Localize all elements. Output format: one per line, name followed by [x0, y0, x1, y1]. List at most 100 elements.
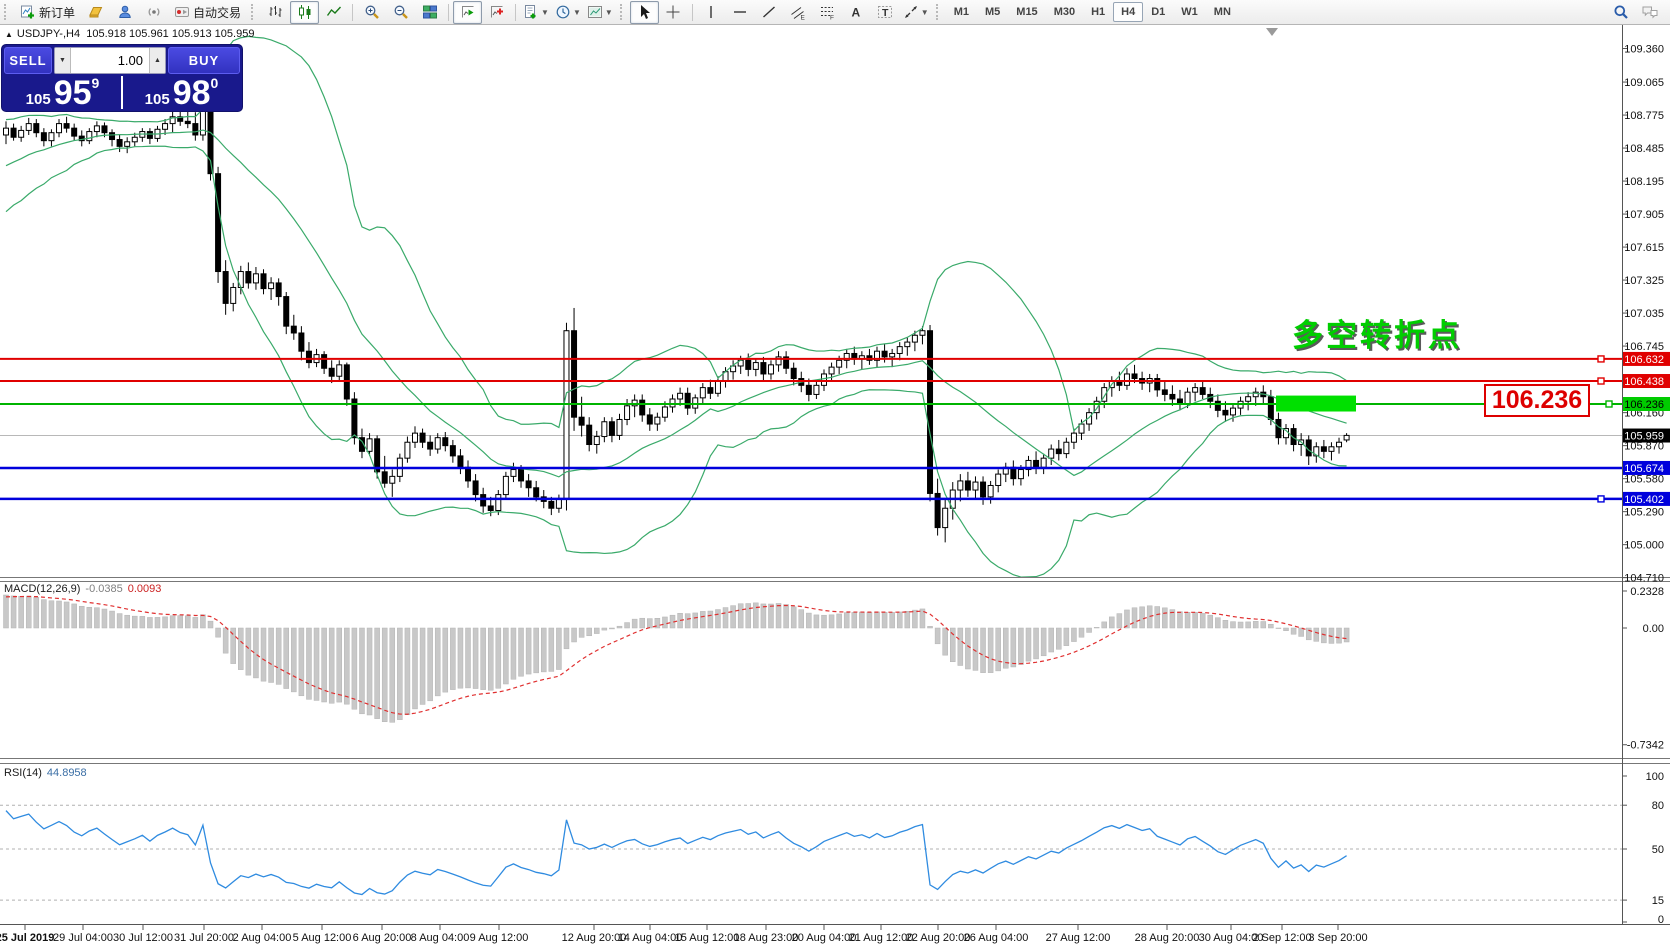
- sell-button[interactable]: SELL: [4, 47, 52, 74]
- search-button[interactable]: [1606, 1, 1635, 24]
- svg-text:108.775: 108.775: [1624, 110, 1664, 122]
- timeframe-h1-button[interactable]: H1: [1091, 6, 1106, 18]
- timeframe-m30-button[interactable]: M30: [1053, 6, 1076, 18]
- buy-button[interactable]: BUY: [168, 47, 240, 74]
- chart-shift-button[interactable]: [482, 1, 511, 24]
- broadcast-button[interactable]: [139, 1, 168, 24]
- svg-text:80: 80: [1652, 800, 1664, 812]
- svg-text:12 Aug 20:00: 12 Aug 20:00: [562, 932, 627, 944]
- svg-text:0: 0: [1658, 914, 1664, 926]
- macd-name: MACD(12,26,9): [4, 583, 81, 595]
- svg-text:0.00: 0.00: [1643, 623, 1664, 635]
- macd-label: MACD(12,26,9) -0.0385 0.0093: [4, 583, 161, 595]
- zoom-in-button[interactable]: [357, 1, 386, 24]
- fibonacci-button[interactable]: F: [813, 1, 842, 24]
- rsi-line: [5, 810, 1347, 896]
- svg-text:18 Aug 23:00: 18 Aug 23:00: [734, 932, 799, 944]
- buy-price-figure: 105: [144, 91, 170, 108]
- text-label-button[interactable]: T: [871, 1, 900, 24]
- broadcast-icon: [146, 4, 162, 20]
- volume-value[interactable]: 1.00: [117, 53, 143, 68]
- svg-text:108.485: 108.485: [1624, 143, 1664, 155]
- indicators-button[interactable]: ▼: [520, 1, 552, 24]
- macd-signal-line: [5, 595, 1347, 715]
- horizontal-line-icon: [732, 4, 748, 20]
- svg-text:109.360: 109.360: [1624, 43, 1664, 55]
- line-chart-button[interactable]: [319, 1, 348, 24]
- chat-button[interactable]: [1635, 1, 1664, 24]
- chart-shift-marker-icon[interactable]: [1266, 28, 1278, 36]
- candlestick-icon: [297, 4, 313, 20]
- volume-up-button[interactable]: ▲: [149, 48, 165, 73]
- market-watch-button[interactable]: [110, 1, 139, 24]
- dropdown-caret-icon: ▼: [572, 7, 581, 17]
- new-order-label: 新订单: [39, 5, 76, 20]
- timeframe-mn-button[interactable]: MN: [1213, 6, 1231, 18]
- timeframe-m5-button[interactable]: M5: [985, 6, 1001, 18]
- bar-chart-button[interactable]: [261, 1, 290, 24]
- toolbar-grip[interactable]: [4, 4, 11, 20]
- history-center-button[interactable]: [81, 1, 110, 24]
- svg-text:E: E: [801, 15, 806, 21]
- price-callout-box[interactable]: 106.236: [1484, 384, 1590, 417]
- svg-text:T: T: [882, 7, 889, 19]
- auto-trading-button[interactable]: 自动交易: [168, 1, 247, 24]
- svg-text:22 Aug 20:00: 22 Aug 20:00: [906, 932, 971, 944]
- rsi-pane[interactable]: [0, 804, 1622, 901]
- person-icon: [117, 4, 133, 20]
- symbol-ohlc: 105.918 105.961 105.913 105.959: [86, 28, 255, 40]
- vertical-line-button[interactable]: [697, 1, 726, 24]
- svg-text:105.290: 105.290: [1624, 507, 1664, 519]
- buy-price[interactable]: 105 98 0: [123, 76, 240, 110]
- svg-text:14 Aug 04:00: 14 Aug 04:00: [618, 932, 683, 944]
- templates-button[interactable]: ▼: [584, 1, 616, 24]
- svg-text:105.959: 105.959: [1624, 431, 1664, 443]
- periods-button[interactable]: ▼: [552, 1, 584, 24]
- tile-windows-button[interactable]: [415, 1, 444, 24]
- new-order-icon: [20, 4, 36, 20]
- cursor-button[interactable]: [629, 0, 659, 24]
- svg-text:F: F: [830, 15, 834, 21]
- main-pane[interactable]: [0, 35, 1622, 577]
- volume-down-button[interactable]: ▼: [55, 48, 71, 73]
- sell-price-point: 9: [91, 75, 100, 91]
- trendline-button[interactable]: [755, 1, 784, 24]
- equidistant-channel-button[interactable]: E: [784, 1, 813, 24]
- svg-text:21 Aug 12:00: 21 Aug 12:00: [849, 932, 914, 944]
- auto-scroll-button[interactable]: [453, 0, 483, 24]
- zoom-out-button[interactable]: [386, 1, 415, 24]
- svg-text:15: 15: [1652, 895, 1664, 907]
- text-button[interactable]: A: [842, 1, 871, 24]
- arrows-button[interactable]: ▼: [900, 1, 932, 24]
- timeframe-m1-button[interactable]: M1: [953, 6, 969, 18]
- toolbar-separator: [352, 3, 354, 21]
- timeframe-m15-button[interactable]: M15: [1016, 6, 1038, 18]
- turning-point-annotation[interactable]: 多空转折点: [1292, 318, 1462, 353]
- svg-text:27 Aug 12:00: 27 Aug 12:00: [1046, 932, 1111, 944]
- timeframe-h4-button[interactable]: H4: [1113, 2, 1144, 22]
- text-label-icon: T: [877, 4, 893, 20]
- chat-icon: [1641, 4, 1659, 20]
- sell-price[interactable]: 105 95 9: [4, 75, 123, 110]
- timeframe-d1-button[interactable]: D1: [1151, 6, 1166, 18]
- svg-text:106.438: 106.438: [1624, 376, 1664, 388]
- svg-text:105.402: 105.402: [1624, 494, 1664, 506]
- macd-pane[interactable]: [3, 594, 1350, 723]
- green-zone-rectangle[interactable]: [1276, 395, 1356, 412]
- tile-windows-icon: [422, 4, 438, 20]
- svg-text:-0.7342: -0.7342: [1627, 740, 1664, 752]
- toolbar-grip[interactable]: [935, 4, 943, 20]
- toolbar-grip[interactable]: [619, 4, 627, 20]
- horizontal-line-button[interactable]: [726, 1, 755, 24]
- pane-frame: [0, 25, 1670, 925]
- toolbar-grip[interactable]: [251, 4, 258, 20]
- new-order-button[interactable]: 新订单: [14, 1, 81, 24]
- crosshair-button[interactable]: [659, 1, 688, 24]
- candlestick-chart-button[interactable]: [290, 0, 320, 24]
- timeframe-w1-button[interactable]: W1: [1181, 6, 1198, 18]
- svg-text:15 Aug 12:00: 15 Aug 12:00: [675, 932, 740, 944]
- price-axis[interactable]: 109.360 109.065 108.775 108.485 108.195 107.9…: [1622, 43, 1664, 926]
